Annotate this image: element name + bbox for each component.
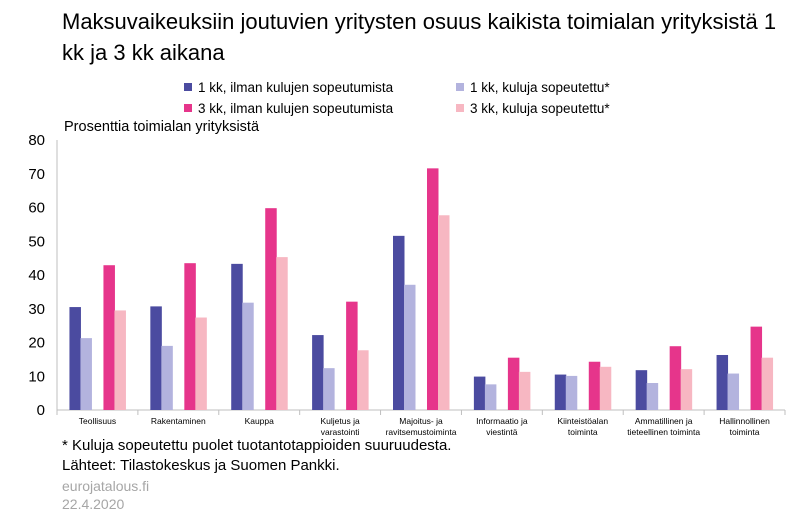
bar <box>507 357 520 410</box>
bar <box>195 317 207 410</box>
bar <box>242 302 254 410</box>
legend-swatch <box>184 83 192 91</box>
legend-item: 1 kk, kuluja sopeutettu* <box>456 80 610 96</box>
y-tick-label: 70 <box>28 166 45 183</box>
bar <box>103 265 115 410</box>
bar <box>484 384 497 410</box>
bar <box>231 263 243 410</box>
y-tick-label: 20 <box>28 335 45 352</box>
y-tick-label: 60 <box>28 200 45 217</box>
publish-date: 22.4.2020 <box>62 496 125 512</box>
bar <box>161 345 173 410</box>
bar <box>727 373 740 410</box>
legend-label: 3 kk, ilman kulujen sopeutumista <box>198 101 394 116</box>
bar <box>761 357 774 410</box>
site-name: eurojatalous.fi <box>62 478 150 494</box>
category-label: Teollisuus <box>79 416 116 426</box>
bar <box>750 326 763 410</box>
y-tick-label: 80 <box>28 132 45 149</box>
category-label: Informaatio ja viestintä <box>476 416 528 437</box>
y-tick-label: 50 <box>28 233 45 250</box>
legend-label: 1 kk, ilman kulujen sopeutumista <box>198 80 394 95</box>
bar <box>588 361 601 410</box>
category-label: Ammatillinen ja tieteellinen toiminta <box>627 416 700 437</box>
bar <box>473 376 486 410</box>
bar <box>599 366 612 410</box>
legend-item: 3 kk, ilman kulujen sopeutumista <box>184 101 393 117</box>
bar <box>716 354 729 410</box>
bar <box>346 301 358 410</box>
bar <box>184 263 196 410</box>
bar <box>150 306 162 410</box>
bar <box>565 375 578 410</box>
category-label: Majoitus- ja ravitsemustoiminta <box>386 416 457 437</box>
legend-item: 1 kk, ilman kulujen sopeutumista <box>184 80 393 96</box>
category-label: Rakentaminen <box>151 416 206 426</box>
category-label: Kiinteistöalan toiminta <box>557 416 608 437</box>
y-axis-label: Prosenttia toimialan yrityksistä <box>64 119 260 135</box>
bar <box>393 235 405 410</box>
y-tick-label: 40 <box>28 267 45 284</box>
chart-title: Maksuvaikeuksiin joutuvien yritysten osu… <box>62 9 777 65</box>
bar <box>635 370 648 410</box>
legend-swatch <box>456 104 464 112</box>
bar <box>312 335 324 410</box>
bar <box>404 284 416 410</box>
category-label: Kauppa <box>245 416 275 426</box>
bar <box>554 374 567 410</box>
bar <box>69 307 81 410</box>
category-label: Kuljetus ja varastointi <box>321 416 360 437</box>
bar <box>114 310 126 410</box>
footnote: * Kuluja sopeutettu puolet tuotantotappi… <box>62 437 452 454</box>
bar <box>518 371 531 410</box>
legend-swatch <box>456 83 464 91</box>
legend-item: 3 kk, kuluja sopeutettu* <box>456 101 610 117</box>
category-label: Hallinnollinen toiminta <box>719 416 770 437</box>
legend-swatch <box>184 104 192 112</box>
y-tick-label: 0 <box>37 402 45 419</box>
bar <box>669 346 682 410</box>
bar <box>646 383 659 410</box>
bar <box>80 338 92 410</box>
y-tick-label: 30 <box>28 301 45 318</box>
bar <box>323 368 335 410</box>
source-note: Lähteet: Tilastokeskus ja Suomen Pankki. <box>62 457 340 474</box>
bar <box>680 369 693 410</box>
legend-label: 3 kk, kuluja sopeutettu* <box>470 101 610 116</box>
bar <box>276 257 288 410</box>
bar <box>265 208 277 410</box>
bar <box>438 215 450 410</box>
y-tick-label: 10 <box>28 368 45 385</box>
legend-label: 1 kk, kuluja sopeutettu* <box>470 80 610 95</box>
bar <box>357 350 369 410</box>
bar <box>427 168 439 410</box>
